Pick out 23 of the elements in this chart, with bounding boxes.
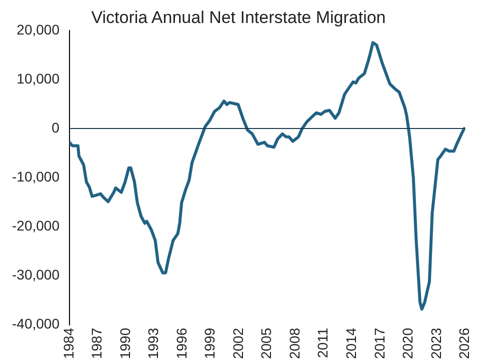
x-tick-label: 2011 [314, 328, 331, 358]
y-tick-label: -30,000 [12, 266, 60, 283]
y-tick-label: -10,000 [12, 168, 60, 184]
x-tick-label: 2026 [456, 328, 472, 360]
x-tick-label: 1990 [116, 328, 133, 360]
y-tick-label: 0 [52, 119, 60, 136]
x-tick-label: 2014 [342, 328, 359, 360]
x-tick-label: 1999 [202, 328, 218, 360]
x-tick-label: 1984 [60, 328, 76, 360]
y-tick-label: -40,000 [12, 316, 60, 332]
y-tick-label: 10,000 [16, 70, 60, 86]
x-tick-label: 2023 [428, 328, 444, 360]
x-tick-label: 2020 [400, 328, 416, 360]
y-tick-label: -20,000 [12, 218, 60, 234]
x-tick-label: 1996 [173, 328, 190, 360]
x-tick-label: 2002 [230, 328, 246, 360]
x-tick-label: 2008 [286, 328, 302, 360]
y-tick-label: 20,000 [16, 21, 60, 38]
chart-title: Victoria Annual Net Interstate Migration [91, 8, 386, 27]
x-tick-label: 1993 [145, 328, 162, 360]
x-tick-label: 2005 [258, 328, 274, 360]
x-tick-label: 2017 [371, 328, 388, 360]
x-tick-label: 1987 [88, 328, 105, 360]
